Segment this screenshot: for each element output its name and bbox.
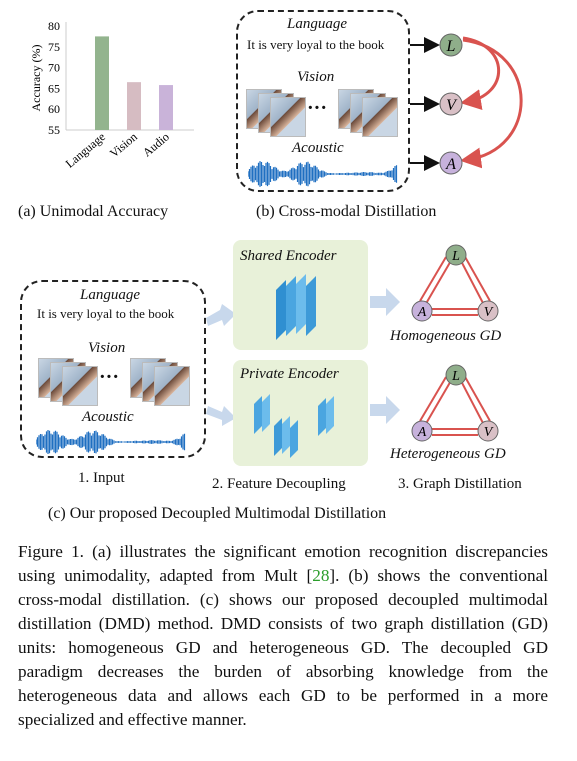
node-label: V [484,425,494,440]
caption-text: (a) illustrates the significant emotion … [18,542,548,585]
panel-b-input-box [236,10,410,192]
panel-c-input-box [20,280,206,458]
y-tick-label: 65 [48,81,60,95]
node-label: L [446,38,456,55]
unimodal-accuracy-chart: 55 60 65 70 75 80 Accuracy (%) Language Vision Au… [14,10,204,195]
acoustic-waveform [36,430,186,454]
panel-c-acoustic-title: Acoustic [82,409,134,425]
node-label: V [484,305,494,320]
arrow [370,288,400,316]
ellipsis: ··· [307,97,328,119]
graph-distillation-label: 3. Graph Distillation [398,476,522,492]
panel-a-caption: (a) Unimodal Accuracy [18,203,169,220]
node-label: L [451,249,460,264]
panel-c-language-text: It is very loyal to the book [37,306,175,321]
figure-prefix: Figure [18,542,63,561]
panel-c-vision-title: Vision [88,340,126,356]
heterogeneous-gd-label: Heterogeneous GD [390,446,506,462]
panel-b-caption: (b) Cross-modal Distillation [256,203,437,220]
arrow [206,304,236,326]
distill-arrow [460,38,523,169]
private-encoder-title: Private Encoder [240,366,339,382]
figure-number: 1. [62,542,84,561]
caption-text: ]. (b) shows the conventional cross-moda… [18,566,548,729]
panel-b-language-text: It is very loyal to the book [247,37,385,52]
homogeneous-gd-label: Homogeneous GD [390,328,502,344]
private-encoder-layers [254,394,334,458]
distill-arrow [460,36,501,110]
node-language [439,33,463,57]
y-tick-label: 70 [48,61,60,75]
feature-decoupling-label: 2. Feature Decoupling [212,476,346,492]
panel-b-language-title: Language [287,16,347,32]
face-image [362,97,398,137]
panel-b-acoustic-title: Acoustic [292,140,344,156]
panel-b-graph: L V A [410,33,523,175]
node-label: A [417,305,427,320]
face-image [270,97,306,137]
bar-audio [159,85,173,130]
node-label: A [417,425,427,440]
node-label: L [451,369,460,384]
y-tick-label: 55 [48,123,60,137]
node-label: V [446,97,458,114]
face-image [62,366,98,406]
citation-link[interactable]: 28 [312,566,330,585]
node-acoustic [439,151,463,175]
face-image [154,366,190,406]
acoustic-waveform [248,161,398,187]
arrow [370,396,400,424]
node-label: A [445,156,456,173]
input-label: 1. Input [78,470,125,486]
arrow [206,406,236,426]
panel-c-caption: (c) Our proposed Decoupled Multimodal Di… [48,505,387,522]
panel-c-language-title: Language [80,287,140,303]
y-axis-label: Accuracy (%) [29,45,43,112]
homogeneous-gd-graph: L A V [411,244,499,322]
bar-vision [127,82,141,130]
y-tick-label: 60 [48,102,60,116]
ellipsis: ··· [99,366,120,388]
y-tick-label: 80 [48,19,60,33]
y-tick-label: 75 [48,40,60,54]
panel-b-vision-title: Vision [297,69,335,85]
bar-language [95,36,109,130]
shared-encoder-layers [276,274,316,340]
figure-caption: Figure 1. (a) illustrates the significan… [18,540,548,732]
heterogeneous-gd-graph: L A V [411,364,499,442]
panel-c-arrows [206,288,400,426]
node-vision [439,92,463,116]
shared-encoder-title: Shared Encoder [240,248,337,264]
